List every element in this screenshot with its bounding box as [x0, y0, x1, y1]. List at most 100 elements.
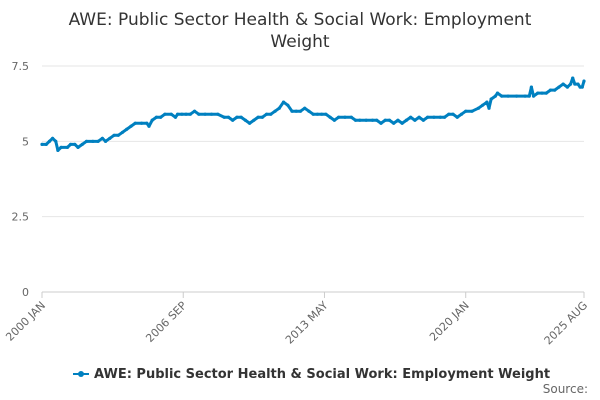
data-point[interactable] [432, 115, 436, 119]
data-point[interactable] [91, 139, 95, 143]
data-point[interactable] [216, 112, 220, 116]
data-point[interactable] [481, 103, 485, 107]
data-point[interactable] [557, 85, 561, 89]
data-point[interactable] [50, 136, 55, 140]
data-point[interactable] [324, 112, 328, 116]
data-point[interactable] [231, 118, 235, 122]
data-point[interactable] [531, 94, 536, 98]
data-point[interactable] [332, 118, 336, 122]
data-point[interactable] [125, 127, 129, 131]
data-point[interactable] [315, 112, 320, 116]
data-point[interactable] [527, 94, 531, 98]
data-point[interactable] [173, 115, 178, 119]
data-point[interactable] [47, 139, 52, 143]
data-point[interactable] [320, 112, 324, 116]
data-point[interactable] [565, 85, 570, 89]
data-point[interactable] [120, 130, 125, 134]
data-point[interactable] [112, 133, 116, 137]
data-point[interactable] [425, 115, 430, 119]
data-point[interactable] [150, 118, 154, 122]
data-point[interactable] [529, 85, 534, 89]
data-point[interactable] [561, 82, 565, 86]
data-point[interactable] [222, 115, 226, 119]
data-point[interactable] [290, 109, 294, 113]
data-point[interactable] [281, 100, 286, 104]
data-point[interactable] [96, 139, 100, 143]
data-point[interactable] [239, 115, 243, 119]
data-point[interactable] [387, 118, 392, 122]
data-point[interactable] [379, 121, 383, 125]
data-point[interactable] [548, 88, 553, 92]
data-point[interactable] [464, 109, 468, 113]
data-point[interactable] [192, 109, 197, 113]
data-point[interactable] [523, 94, 527, 98]
data-point[interactable] [277, 106, 281, 110]
data-point[interactable] [337, 115, 341, 119]
data-point[interactable] [252, 118, 256, 122]
data-point[interactable] [116, 133, 120, 137]
data-point[interactable] [56, 148, 60, 152]
data-point[interactable] [269, 112, 273, 116]
data-point[interactable] [495, 91, 500, 95]
data-point[interactable] [159, 115, 163, 119]
data-point[interactable] [540, 91, 544, 95]
data-point[interactable] [553, 88, 557, 92]
data-point[interactable] [506, 94, 510, 98]
data-point[interactable] [582, 79, 586, 83]
data-point[interactable] [571, 76, 575, 80]
data-point[interactable] [349, 115, 353, 119]
data-point[interactable] [243, 118, 247, 122]
data-point[interactable] [145, 121, 149, 125]
data-point[interactable] [59, 145, 63, 149]
data-point[interactable] [139, 121, 144, 125]
data-point[interactable] [100, 136, 104, 140]
data-point[interactable] [184, 112, 188, 116]
data-point[interactable] [442, 115, 447, 119]
data-point[interactable] [383, 118, 387, 122]
data-point[interactable] [392, 121, 396, 125]
data-point[interactable] [163, 112, 167, 116]
data-point[interactable] [489, 97, 493, 101]
data-point[interactable] [129, 124, 133, 128]
data-point[interactable] [294, 109, 298, 113]
data-point[interactable] [154, 115, 158, 119]
data-point[interactable] [40, 142, 44, 146]
data-point[interactable] [303, 106, 307, 110]
data-point[interactable] [396, 118, 400, 122]
data-point[interactable] [311, 112, 315, 116]
data-point[interactable] [487, 106, 491, 110]
data-point[interactable] [451, 112, 455, 116]
data-point[interactable] [80, 142, 84, 146]
data-point[interactable] [438, 115, 442, 119]
data-point[interactable] [580, 85, 584, 89]
data-point[interactable] [409, 115, 413, 119]
data-point[interactable] [203, 112, 207, 116]
data-point[interactable] [514, 94, 519, 98]
data-point[interactable] [375, 118, 379, 122]
data-point[interactable] [536, 91, 540, 95]
data-point[interactable] [447, 112, 451, 116]
data-point[interactable] [358, 118, 362, 122]
data-point[interactable] [44, 142, 48, 146]
data-point[interactable] [370, 118, 375, 122]
data-point[interactable] [147, 124, 151, 128]
data-point[interactable] [404, 118, 408, 122]
data-point[interactable] [493, 94, 497, 98]
data-point[interactable] [180, 112, 184, 116]
data-point[interactable] [273, 109, 277, 113]
data-point[interactable] [343, 115, 347, 119]
data-point[interactable] [286, 103, 290, 107]
data-point[interactable] [364, 118, 368, 122]
data-point[interactable] [573, 82, 577, 86]
data-point[interactable] [576, 82, 580, 86]
data-point[interactable] [188, 112, 192, 116]
data-point[interactable] [353, 118, 358, 122]
data-point[interactable] [455, 115, 459, 119]
data-point[interactable] [209, 112, 214, 116]
data-point[interactable] [103, 139, 108, 143]
data-point[interactable] [256, 115, 260, 119]
data-point[interactable] [328, 115, 332, 119]
data-point[interactable] [485, 100, 489, 104]
data-point[interactable] [197, 112, 201, 116]
data-point[interactable] [175, 112, 180, 116]
